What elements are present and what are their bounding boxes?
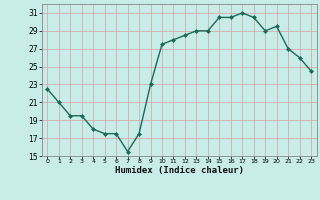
X-axis label: Humidex (Indice chaleur): Humidex (Indice chaleur) <box>115 166 244 175</box>
